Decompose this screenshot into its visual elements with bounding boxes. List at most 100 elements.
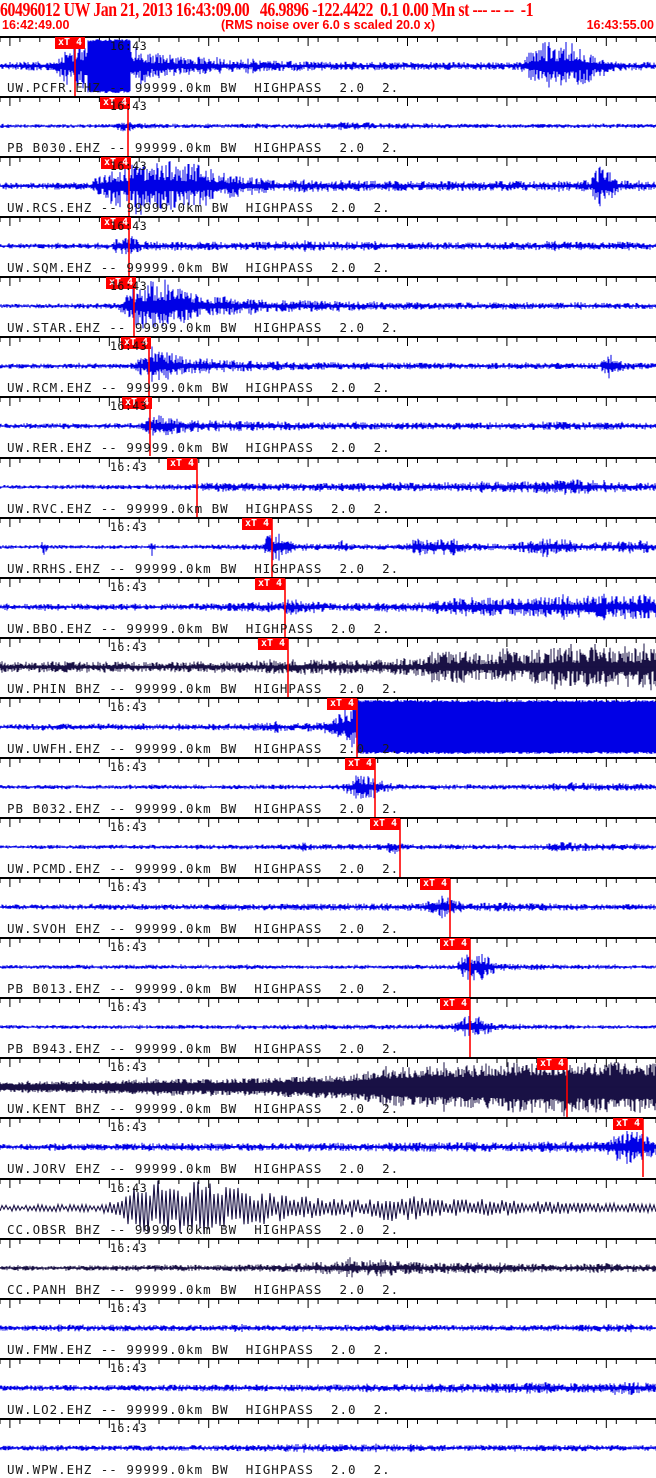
station-label: PB B013.EHZ -- 99999.0km BW HIGHPASS 2.0… (7, 981, 400, 997)
waveform-canvas[interactable] (0, 636, 656, 699)
station-label: UW.RCM.EHZ -- 99999.0km BW HIGHPASS 2.0 … (7, 380, 391, 396)
waveform-trace (0, 842, 656, 854)
waveform-canvas[interactable] (0, 1237, 656, 1300)
trace-band-CC.PANH.BHZ[interactable]: 16:43 CC.PANH BHZ -- 99999.0km BW HIGHPAS… (0, 1237, 656, 1300)
time-ruler-ticks (0, 819, 656, 828)
minute-tick-label: 16:43 (110, 1420, 148, 1435)
waveform-canvas[interactable] (0, 877, 656, 939)
waveform-canvas[interactable] (0, 1417, 656, 1478)
time-ruler-ticks (0, 999, 656, 1008)
waveform-canvas[interactable] (0, 1117, 656, 1179)
waveform-canvas[interactable] (0, 516, 656, 579)
pick-flag[interactable]: xT 4 (121, 337, 151, 350)
pick-flag[interactable]: xT 4 (122, 397, 152, 410)
pick-flag[interactable]: xT 4 (258, 637, 288, 650)
station-label: UW.WPW.EHZ -- 99999.0km BW HIGHPASS 2.0 … (7, 1461, 391, 1477)
trace-band-PB.B030.EHZ[interactable]: xT 4 16:43 PB B030.EHZ -- 99999.0km BW HIG… (0, 96, 656, 157)
pick-flag[interactable]: xT 4 (100, 97, 130, 110)
pick-flag[interactable]: xT 4 (440, 998, 470, 1011)
pick-flag[interactable]: xT 4 (106, 277, 136, 290)
station-label: UW.BBO.EHZ -- 99999.0km BW HIGHPASS 2.0 … (7, 620, 391, 636)
waveform-canvas[interactable] (0, 396, 656, 458)
minute-tick-label: 16:43 (110, 459, 148, 474)
time-ruler-ticks (0, 158, 656, 167)
pick-flag[interactable]: xT 4 (420, 878, 450, 891)
minute-tick-label: 16:43 (110, 759, 148, 774)
trace-band-UW.RER.EHZ[interactable]: xT 4 16:43 UW.RER.EHZ -- 99999.0km BW HIGH… (0, 396, 656, 457)
trace-band-UW.KENT.BHZ[interactable]: xT 4 16:43 UW.KENT BHZ -- 99999.0km BW HIG… (0, 1057, 656, 1118)
trace-band-UW.RCM.EHZ[interactable]: xT 4 16:43 UW.RCM.EHZ -- 99999.0km BW HIGH… (0, 336, 656, 397)
trace-band-UW.FMW.EHZ[interactable]: 16:43 UW.FMW.EHZ -- 99999.0km BW HIGHPASS… (0, 1297, 656, 1360)
window-end-time: 16:43:55.00 (586, 18, 654, 32)
pick-flag[interactable]: xT 4 (370, 818, 400, 831)
pick-flag[interactable]: xT 4 (167, 457, 197, 470)
pick-flag[interactable]: xT 4 (327, 697, 357, 710)
trace-band-UW.RVC.EHZ[interactable]: xT 4 16:43 UW.RVC.EHZ -- 99999.0km BW HIGH… (0, 456, 656, 519)
pick-flag[interactable]: xT 4 (101, 157, 131, 170)
time-ruler-ticks (0, 1119, 656, 1128)
trace-band-UW.JORV.EHZ[interactable]: xT 4 16:43 UW.JORV EHZ -- 99999.0km BW HIG… (0, 1117, 656, 1178)
station-label: UW.PHIN BHZ -- 99999.0km BW HIGHPASS 2.0… (7, 680, 400, 696)
waveform-canvas[interactable] (0, 336, 656, 398)
station-label: PB B943.EHZ -- 99999.0km BW HIGHPASS 2.0… (7, 1041, 400, 1057)
time-window-row: 16:42:49.00 (RMS noise over 6.0 s scaled… (2, 18, 654, 32)
trace-band-CC.OBSR.BHZ[interactable]: 16:43 CC.OBSR BHZ -- 99999.0km BW HIGHPAS… (0, 1177, 656, 1240)
trace-band-UW.LO2.EHZ[interactable]: 16:43 UW.LO2.EHZ -- 99999.0km BW HIGHPASS… (0, 1357, 656, 1420)
event-title: 60496012 UW Jan 21, 2013 16:43:09.00 46.… (0, 0, 534, 21)
pick-flag[interactable]: xT 4 (345, 757, 375, 770)
trace-band-PB.B013.EHZ[interactable]: xT 4 16:43 PB B013.EHZ -- 99999.0km BW HIG… (0, 937, 656, 998)
waveform-trace (0, 346, 656, 383)
window-start-time: 16:42:49.00 (2, 18, 70, 32)
trace-band-PB.B032.EHZ[interactable]: xT 4 16:43 PB B032.EHZ -- 99999.0km BW HIG… (0, 756, 656, 818)
waveform-canvas[interactable] (0, 997, 656, 1059)
pick-flag[interactable]: xT 4 (613, 1118, 643, 1131)
minute-tick-label: 16:43 (110, 639, 148, 654)
trace-band-UW.PCFR.EHZ[interactable]: xT 4 16:43 UW.PCFR.EHZ -- 99999.0km BW HIG… (0, 36, 656, 97)
waveform-canvas[interactable] (0, 817, 656, 879)
trace-band-UW.RCS.EHZ[interactable]: xT 4 16:43 UW.RCS.EHZ -- 99999.0km BW HIGH… (0, 156, 656, 217)
pick-flag[interactable]: xT 4 (242, 517, 272, 530)
pick-flag[interactable]: xT 4 (101, 217, 131, 230)
pick-flag[interactable]: xT 4 (55, 37, 85, 49)
trace-band-UW.WPW.EHZ[interactable]: 16:43 UW.WPW.EHZ -- 99999.0km BW HIGHPASS… (0, 1417, 656, 1478)
waveform-canvas[interactable] (0, 1357, 656, 1420)
station-label: UW.RRHS.EHZ -- 99999.0km BW HIGHPASS 2.0… (7, 560, 400, 576)
station-label: UW.UWFH.EHZ -- 99999.0km BW HIGHPASS 2.0… (7, 740, 400, 756)
time-ruler-ticks (0, 98, 656, 107)
minute-tick-label: 16:43 (110, 159, 148, 174)
pick-flag[interactable]: xT 4 (537, 1058, 567, 1071)
minute-tick-label: 16:43 (110, 39, 148, 53)
waveform-canvas[interactable] (0, 1177, 656, 1240)
waveform-canvas[interactable] (0, 937, 656, 999)
minute-tick-label: 16:43 (110, 699, 148, 714)
waveform-trace (0, 1131, 656, 1165)
minute-tick-label: 16:43 (110, 1240, 148, 1255)
minute-tick-label: 16:43 (110, 820, 148, 835)
waveform-trace (0, 1016, 656, 1037)
trace-band-UW.BBO.EHZ[interactable]: xT 4 16:43 UW.BBO.EHZ -- 99999.0km BW HIGH… (0, 576, 656, 638)
trace-band-UW.UWFH.EHZ[interactable]: xT 4 16:43 UW.UWFH.EHZ -- 99999.0km BW HIG… (0, 696, 656, 758)
trace-band-UW.PHIN.BHZ[interactable]: xT 4 16:43 UW.PHIN BHZ -- 99999.0km BW HIG… (0, 636, 656, 699)
trace-band-UW.STAR.EHZ[interactable]: xT 4 16:43 UW.STAR.EHZ -- 99999.0km BW HIG… (0, 276, 656, 337)
station-label: UW.KENT BHZ -- 99999.0km BW HIGHPASS 2.0… (7, 1101, 400, 1117)
trace-band-PB.B943.EHZ[interactable]: xT 4 16:43 PB B943.EHZ -- 99999.0km BW HIG… (0, 997, 656, 1058)
station-label: UW.SQM.EHZ -- 99999.0km BW HIGHPASS 2.0 … (7, 260, 391, 276)
time-ruler-ticks (0, 1359, 656, 1368)
pick-flag[interactable]: xT 4 (440, 938, 470, 951)
minute-tick-label: 16:43 (110, 1180, 148, 1195)
pick-flag[interactable]: xT 4 (255, 577, 285, 590)
station-label: UW.JORV EHZ -- 99999.0km BW HIGHPASS 2.0… (7, 1161, 400, 1177)
station-label: UW.PCMD.EHZ -- 99999.0km BW HIGHPASS 2.0… (7, 861, 400, 877)
time-ruler-ticks (0, 338, 656, 347)
trace-band-UW.SVOH.EHZ[interactable]: xT 4 16:43 UW.SVOH EHZ -- 99999.0km BW HIG… (0, 877, 656, 938)
waveform-canvas[interactable] (0, 456, 656, 519)
trace-band-UW.SQM.EHZ[interactable]: xT 4 16:43 UW.SQM.EHZ -- 99999.0km BW HIGH… (0, 216, 656, 277)
trace-band-UW.PCMD.EHZ[interactable]: xT 4 16:43 UW.PCMD.EHZ -- 99999.0km BW HIG… (0, 817, 656, 878)
time-ruler-ticks (0, 1059, 656, 1068)
station-label: UW.PCFR.EHZ -- 99999.0km BW HIGHPASS 2.0… (7, 80, 400, 95)
time-ruler-ticks (0, 1179, 656, 1188)
waveform-canvas[interactable] (0, 1297, 656, 1360)
minute-tick-label: 16:43 (110, 99, 148, 114)
trace-band-UW.RRHS.EHZ[interactable]: xT 4 16:43 UW.RRHS.EHZ -- 99999.0km BW HIG… (0, 516, 656, 579)
time-ruler-ticks (0, 939, 656, 948)
